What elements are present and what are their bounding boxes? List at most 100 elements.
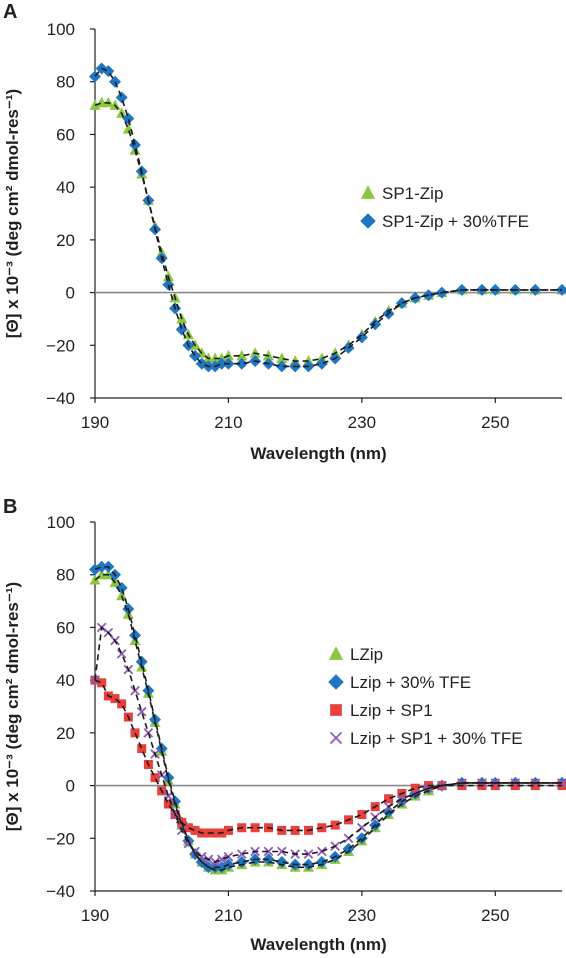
x-marker-stroke [276, 846, 287, 857]
data-point [250, 823, 260, 833]
data-point [95, 560, 108, 573]
x-marker-stroke [190, 846, 200, 857]
legend-label: Lzip + SP1 + 30% TFE [350, 729, 523, 748]
legend-label: LZip [350, 645, 383, 664]
data-point [315, 856, 328, 869]
data-point [236, 849, 247, 859]
data-point [316, 352, 328, 363]
data-point [137, 744, 147, 754]
fit-line [94, 67, 562, 368]
data-point [130, 685, 140, 696]
legend-marker [330, 704, 342, 716]
y-tick-label: 100 [47, 20, 75, 39]
panel-letter: A [3, 1, 17, 23]
series-0 [89, 96, 566, 366]
data-point [183, 823, 193, 833]
x-tick-label: 210 [214, 413, 242, 432]
data-point [235, 357, 248, 370]
fit-line [94, 102, 562, 362]
x-marker-stroke [116, 648, 127, 659]
data-point [215, 357, 228, 370]
data-point [115, 91, 128, 104]
fit-line [94, 679, 562, 834]
data-point [384, 794, 394, 804]
y-tick-label: 0 [66, 284, 75, 303]
x-tick-label: 190 [81, 413, 109, 432]
data-point [236, 349, 248, 361]
x-tick-label: 250 [481, 906, 509, 925]
y-tick-label: −20 [46, 829, 75, 848]
data-point [163, 799, 173, 809]
panel-letter: B [3, 496, 17, 518]
y-tick-label: −40 [46, 389, 75, 408]
legend-marker [360, 213, 376, 229]
y-tick-label: 0 [66, 777, 75, 796]
data-point [190, 825, 200, 835]
data-point [235, 856, 248, 869]
y-tick-label: 40 [56, 671, 75, 690]
y-tick-label: 80 [56, 566, 75, 585]
data-point [315, 357, 328, 370]
x-tick-label: 230 [348, 906, 376, 925]
legend-label: SP1-Zip + 30%TFE [382, 212, 529, 231]
legend-marker [360, 185, 376, 199]
data-point [216, 854, 227, 865]
data-point [117, 699, 127, 709]
x-marker-stroke [130, 685, 140, 696]
data-point [129, 629, 142, 642]
x-marker-stroke [303, 849, 314, 859]
series-0 [89, 568, 566, 875]
data-point [510, 781, 520, 791]
x-marker-stroke [397, 793, 407, 804]
legend-marker [328, 646, 344, 660]
data-point [263, 846, 274, 857]
fit-line [94, 625, 562, 863]
series-2 [90, 675, 566, 838]
x-tick-label: 190 [81, 906, 109, 925]
data-point [410, 783, 420, 793]
data-point [109, 75, 122, 88]
data-point [303, 849, 314, 859]
legend-label: Lzip + 30% TFE [350, 673, 471, 692]
data-point [276, 352, 288, 363]
y-axis-label: [Θ] x 10⁻³ (deg cm² dmol-res⁻¹) [3, 89, 22, 338]
y-tick-label: 20 [56, 231, 75, 250]
data-point [216, 352, 228, 363]
data-point [302, 858, 315, 871]
x-tick-label: 230 [348, 413, 376, 432]
x-marker-stroke [236, 849, 247, 859]
y-tick-label: 40 [56, 178, 75, 197]
x-marker-stroke [263, 846, 274, 857]
x-axis-label: Wavelength (nm) [250, 935, 386, 954]
y-tick-label: −40 [46, 882, 75, 901]
data-point [210, 828, 220, 838]
legend-marker [329, 731, 343, 745]
data-point [490, 781, 500, 791]
data-point [102, 65, 115, 78]
x-marker-stroke [183, 838, 194, 849]
x-marker-stroke [216, 854, 227, 865]
fit-line [94, 566, 562, 869]
x-marker-stroke [136, 706, 147, 717]
legend-label: SP1-Zip [382, 184, 443, 203]
y-tick-label: 100 [47, 513, 75, 532]
data-point [275, 856, 288, 869]
data-point [110, 694, 120, 704]
chart-panel-a: A −40 −20 0 20 40 60 80 100 190 210 230 250 Wavelengt… [3, 1, 566, 463]
data-point [150, 773, 160, 783]
data-point [130, 728, 140, 738]
x-marker-stroke [329, 731, 343, 745]
data-point [129, 138, 142, 151]
data-point [275, 360, 288, 373]
data-point [156, 247, 168, 258]
data-point [290, 825, 300, 835]
legend-label: Lzip + SP1 [350, 701, 433, 720]
data-point [116, 648, 127, 659]
y-tick-label: 80 [56, 73, 75, 92]
data-point [122, 112, 135, 125]
x-tick-label: 210 [214, 906, 242, 925]
y-tick-label: −20 [46, 336, 75, 355]
data-point [276, 846, 287, 857]
